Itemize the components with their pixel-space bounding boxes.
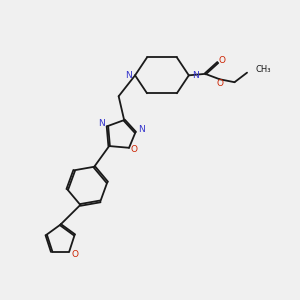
Text: O: O xyxy=(71,250,78,259)
Text: CH₃: CH₃ xyxy=(255,65,271,74)
Text: N: N xyxy=(138,125,145,134)
Text: O: O xyxy=(218,56,225,64)
Text: O: O xyxy=(131,145,138,154)
Text: N: N xyxy=(125,71,132,80)
Text: N: N xyxy=(98,119,105,128)
Text: O: O xyxy=(216,79,223,88)
Text: N: N xyxy=(192,71,199,80)
